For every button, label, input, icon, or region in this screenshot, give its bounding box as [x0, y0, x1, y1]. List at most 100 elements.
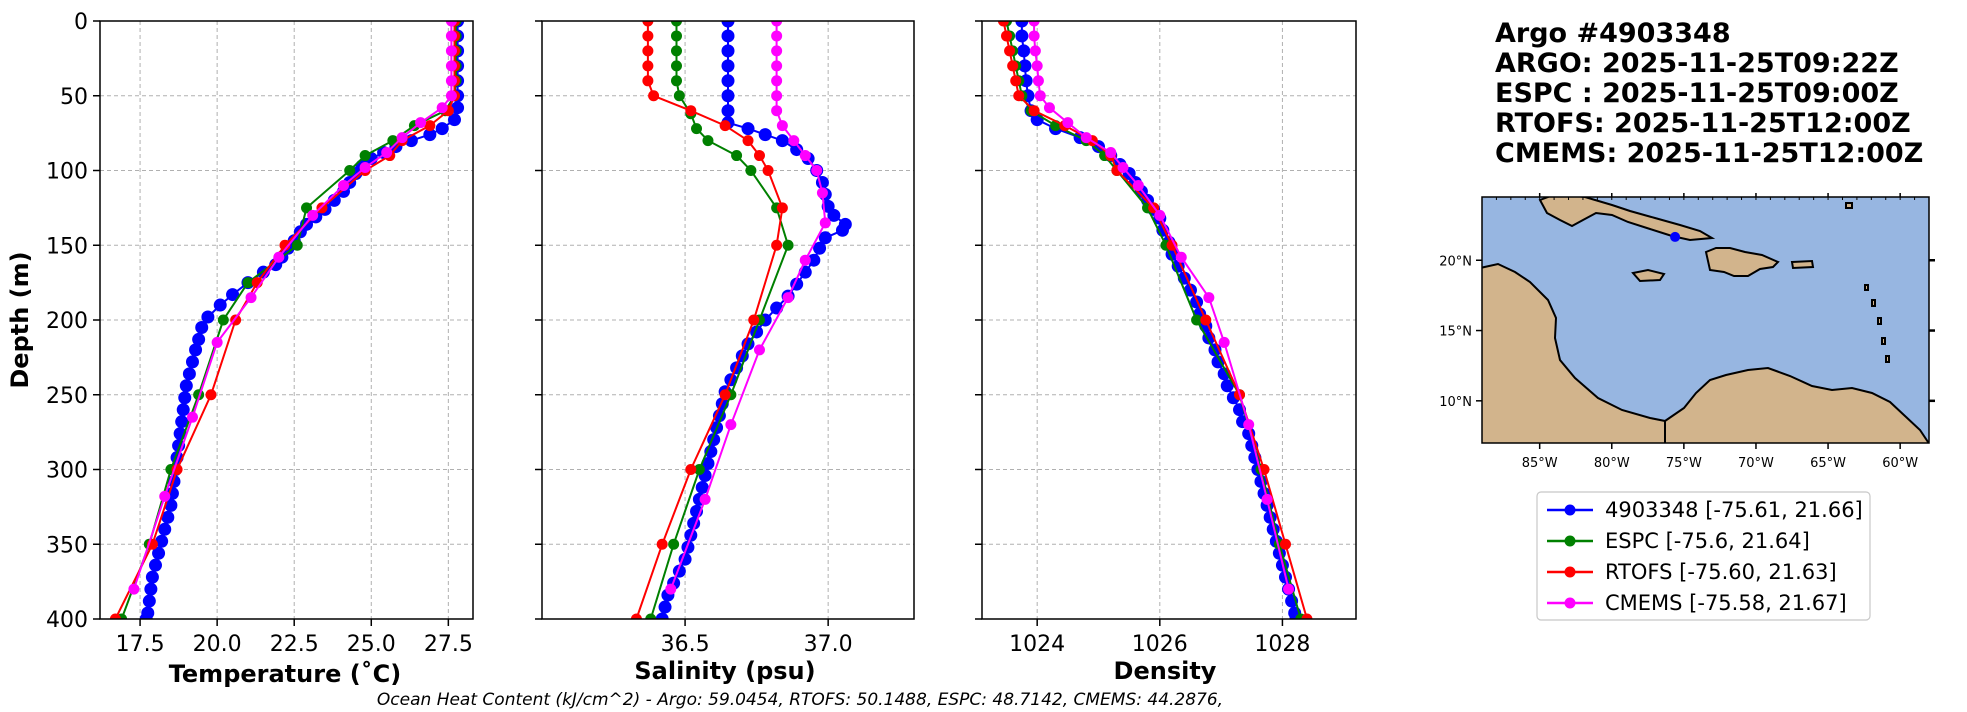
data-point-rtofs [642, 45, 653, 56]
title-rtofs-time: RTOFS: 2025-11-25T12:00Z [1495, 108, 1911, 139]
data-point-argo [722, 59, 735, 72]
data-point-cmems [1262, 494, 1273, 505]
data-point-cmems [1032, 60, 1043, 71]
data-point-cmems [446, 45, 457, 56]
x-tick-label: 20.0 [193, 632, 242, 657]
data-point-cmems [700, 494, 711, 505]
data-point-rtofs [1200, 315, 1211, 326]
data-point-espc [671, 75, 682, 86]
data-point-argo [659, 601, 672, 614]
location-map: 85°W 80°W 75°W 70°W 65°W 60°W10°N15°N20°N [1439, 193, 1935, 471]
data-point-espc [344, 165, 355, 176]
data-point-cmems [446, 90, 457, 101]
data-point-cmems [437, 102, 448, 113]
data-point-cmems [800, 150, 811, 161]
data-point-argo [759, 128, 772, 141]
data-point-cmems [360, 162, 371, 173]
y-tick-label: 350 [46, 533, 88, 558]
argo-float-marker [1670, 232, 1680, 242]
legend-marker-cmems [1565, 598, 1576, 609]
data-point-rtofs [642, 75, 653, 86]
data-point-argo [143, 595, 156, 608]
data-point-cmems [187, 412, 198, 423]
data-point-rtofs [205, 389, 216, 400]
legend-marker-argo [1565, 505, 1576, 516]
data-point-argo [1015, 29, 1028, 42]
data-point-rtofs [1007, 60, 1018, 71]
map-lon-label: 65°W [1810, 456, 1846, 471]
map-lon-label: 85°W [1522, 456, 1558, 471]
data-point-cmems [771, 45, 782, 56]
data-point-espc [783, 240, 794, 251]
data-point-rtofs [771, 240, 782, 251]
data-point-cmems [1283, 584, 1294, 595]
map-lon-label: 70°W [1738, 456, 1774, 471]
data-point-argo [722, 89, 735, 102]
legend-label-cmems: CMEMS [-75.58, 21.67] [1605, 591, 1847, 615]
data-point-argo [770, 302, 783, 315]
data-point-argo [722, 104, 735, 117]
legend-marker-rtofs [1565, 567, 1576, 578]
data-point-argo [1017, 44, 1030, 57]
map-lon-label: 80°W [1594, 456, 1630, 471]
data-point-rtofs [648, 90, 659, 101]
data-point-rtofs [754, 150, 765, 161]
title-argo-time: ARGO: 2025-11-25T09:22Z [1495, 48, 1899, 79]
x-tick-label: 1028 [1254, 632, 1310, 657]
temperature-axis-label: Temperature (˚C) [169, 660, 402, 688]
data-point-cmems [338, 180, 349, 191]
data-point-espc [292, 240, 303, 251]
x-tick-label: 36.5 [661, 632, 710, 657]
data-point-cmems [1219, 337, 1230, 348]
data-point-cmems [446, 30, 457, 41]
legend-marker-espc [1565, 536, 1576, 547]
data-point-cmems [1118, 162, 1129, 173]
data-point-rtofs [1001, 30, 1012, 41]
data-point-rtofs [1004, 45, 1015, 56]
data-point-rtofs [748, 315, 759, 326]
data-point-espc [691, 123, 702, 134]
salinity-axis-label: Salinity (psu) [634, 657, 815, 685]
data-point-cmems [800, 255, 811, 266]
y-tick-label: 250 [46, 384, 88, 409]
data-point-rtofs [685, 464, 696, 475]
data-point-espc [731, 150, 742, 161]
map-lat-label: 15°N [1439, 325, 1472, 340]
data-point-argo [722, 44, 735, 57]
data-point-rtofs [720, 389, 731, 400]
data-point-cmems [273, 252, 284, 263]
data-point-rtofs [1029, 105, 1040, 116]
data-point-cmems [1176, 252, 1187, 263]
data-point-argo [836, 224, 849, 237]
map-lat-label: 20°N [1439, 254, 1472, 269]
data-point-cmems [788, 135, 799, 146]
data-point-cmems [811, 165, 822, 176]
x-tick-label: 27.5 [424, 632, 473, 657]
data-point-cmems [777, 120, 788, 131]
data-point-rtofs [763, 165, 774, 176]
y-tick-label: 0 [74, 10, 88, 35]
data-point-cmems [817, 187, 828, 198]
data-point-cmems [307, 210, 318, 221]
data-point-cmems [128, 584, 139, 595]
data-point-rtofs [657, 539, 668, 550]
data-point-cmems [820, 217, 831, 228]
data-point-espc [745, 165, 756, 176]
data-point-espc [668, 539, 679, 550]
land-puertorico [1792, 261, 1813, 268]
y-tick-label: 200 [46, 309, 88, 334]
temperature-panel: 05010015020025030035040017.5 20.0 22.5 25.0… [46, 10, 473, 657]
data-point-argo [195, 321, 208, 334]
x-tick-label: 1024 [1009, 632, 1065, 657]
data-point-argo [742, 122, 755, 135]
data-point-cmems [1105, 147, 1116, 158]
data-point-rtofs [1010, 75, 1021, 86]
data-point-argo [178, 391, 191, 404]
density-panel: 1024 1026 1028 [975, 15, 1356, 658]
data-point-argo [436, 122, 449, 135]
data-point-espc [671, 60, 682, 71]
data-point-cmems [381, 147, 392, 158]
data-point-rtofs [642, 30, 653, 41]
data-point-cmems [1062, 117, 1073, 128]
data-point-cmems [771, 75, 782, 86]
